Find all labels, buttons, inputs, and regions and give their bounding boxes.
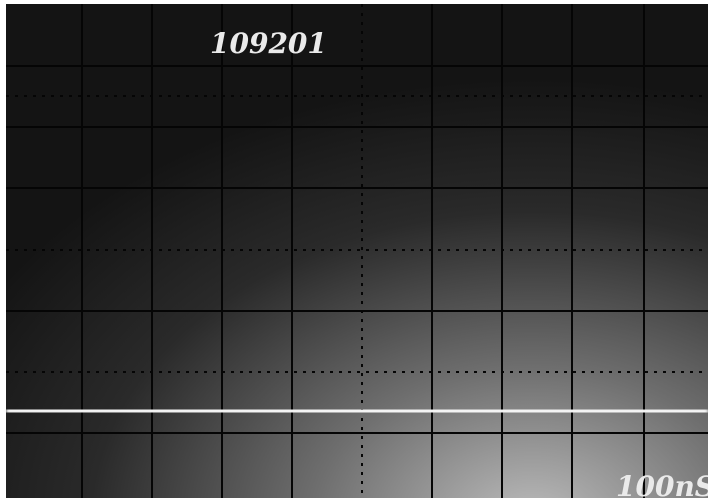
page: 109201 100nS (() => { const data = JSON.… <box>0 0 708 498</box>
screen-label: 109201 <box>210 27 327 60</box>
baseline <box>6 410 708 412</box>
oscilloscope-screen: 109201 100nS <box>0 0 708 498</box>
timebase-label: 100nS <box>616 470 708 498</box>
